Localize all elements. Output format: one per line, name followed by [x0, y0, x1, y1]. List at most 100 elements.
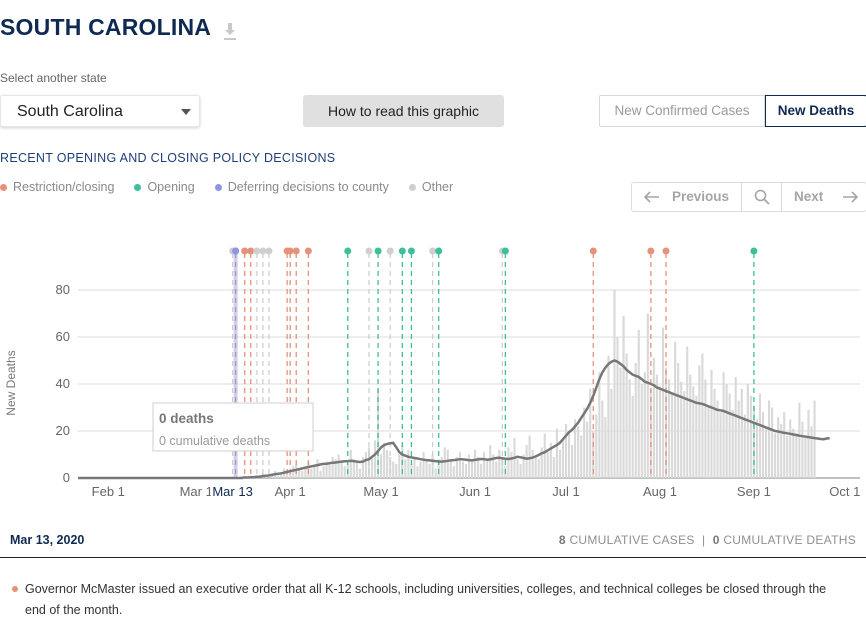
- deaths-bar: [310, 468, 313, 478]
- rolling-average-line: [78, 359, 830, 480]
- event-type-dot: [12, 586, 18, 592]
- deaths-bar: [380, 454, 383, 478]
- deaths-bar: [452, 466, 455, 478]
- deaths-bar: [298, 468, 301, 478]
- deaths-bar: [322, 466, 325, 478]
- deaths-bar: [589, 388, 592, 478]
- policy-dot: [647, 247, 655, 255]
- deaths-bar: [534, 456, 537, 478]
- policy-dot: [662, 247, 670, 255]
- state-select[interactable]: South Carolina: [0, 95, 200, 127]
- deaths-bar: [667, 379, 671, 478]
- cumulative-deaths-label: CUMULATIVE DEATHS: [723, 533, 856, 547]
- previous-button[interactable]: Previous: [632, 183, 742, 211]
- deaths-bar: [749, 395, 752, 478]
- deaths-bar: [464, 463, 468, 478]
- deaths-bar: [643, 372, 646, 478]
- deaths-chart: 0 20 40 60 80 Feb 1 Mar 1 Apr 1 May 1 Jun 1 Jul 1…: [4, 247, 860, 500]
- deaths-bar: [540, 447, 543, 478]
- deaths-bar: [443, 447, 446, 478]
- chart-bars: [243, 290, 816, 478]
- deaths-bar: [498, 449, 501, 478]
- deaths-bar: [674, 341, 677, 478]
- x-tick-label: Aug 1: [643, 484, 677, 499]
- legend-label-opening: Opening: [147, 180, 195, 194]
- policy-markers: [229, 247, 758, 478]
- deaths-bar: [710, 369, 713, 478]
- deaths-bar: [655, 374, 658, 478]
- how-to-read-button[interactable]: How to read this graphic: [303, 95, 504, 127]
- deaths-bar: [352, 459, 355, 478]
- deaths-bar: [725, 384, 728, 478]
- deaths-bar: [722, 372, 725, 478]
- toggle-new-deaths[interactable]: New Deaths: [765, 95, 866, 127]
- deaths-bar: [634, 362, 637, 478]
- deaths-bar: [734, 376, 737, 478]
- deaths-bar: [425, 459, 428, 478]
- policy-dot: [386, 247, 394, 255]
- deaths-bar: [583, 407, 586, 478]
- deaths-bar: [316, 459, 319, 478]
- deaths-bar: [777, 416, 780, 478]
- deaths-bar: [334, 459, 337, 478]
- next-button[interactable]: Next: [782, 183, 866, 211]
- x-tick-label: Oct 1: [829, 484, 860, 499]
- cumulative-deaths-count: 0: [712, 533, 720, 547]
- deaths-bar: [761, 412, 765, 478]
- deaths-bar: [458, 452, 461, 478]
- deaths-bar: [361, 456, 364, 478]
- toggle-new-confirmed-cases[interactable]: New Confirmed Cases: [599, 95, 765, 127]
- deaths-bar: [328, 463, 331, 478]
- deaths-bar: [325, 461, 328, 478]
- deaths-bar: [331, 456, 334, 478]
- deaths-bar: [628, 379, 631, 478]
- cumulative-cases-label: CUMULATIVE CASES: [569, 533, 695, 547]
- deaths-bar: [349, 449, 352, 478]
- deaths-bar: [304, 466, 307, 478]
- deaths-bar: [616, 337, 619, 478]
- state-select-value: South Carolina: [17, 103, 123, 120]
- search-button[interactable]: [742, 183, 782, 211]
- deaths-bar: [686, 346, 689, 478]
- deaths-bar: [740, 388, 743, 478]
- deaths-bar: [692, 386, 695, 478]
- policy-line-deferring: [233, 253, 238, 478]
- deaths-bar: [807, 409, 810, 478]
- deaths-bar: [564, 423, 568, 478]
- deaths-bar: [510, 452, 513, 478]
- policy-dot: [398, 247, 406, 255]
- deaths-bar: [755, 419, 759, 478]
- deaths-bar: [601, 400, 604, 478]
- deaths-bar: [404, 459, 407, 478]
- deaths-bar: [631, 395, 634, 478]
- deaths-bar: [719, 412, 722, 478]
- deaths-bar: [580, 435, 583, 478]
- policy-dot: [241, 247, 249, 255]
- x-tick-label: Sep 1: [737, 484, 771, 499]
- deaths-bar: [737, 400, 740, 478]
- deaths-bar: [707, 407, 710, 478]
- deaths-bar: [677, 362, 680, 478]
- policy-dot: [232, 247, 240, 255]
- selected-date: Mar 13, 2020: [10, 533, 85, 547]
- event-text: Governor McMaster issued an executive or…: [25, 582, 827, 617]
- deaths-bar: [343, 466, 346, 478]
- deaths-bar: [537, 459, 540, 478]
- deaths-bar: [480, 463, 483, 478]
- deaths-bar: [558, 449, 561, 478]
- policy-event: Governor McMaster issued an executive or…: [12, 579, 832, 621]
- deaths-bar: [704, 379, 707, 478]
- deaths-bar: [419, 461, 422, 478]
- deaths-bar: [795, 433, 798, 478]
- deaths-bar: [701, 353, 704, 478]
- deaths-bar: [276, 475, 280, 478]
- legend-label-other: Other: [421, 180, 454, 194]
- download-icon[interactable]: [222, 22, 238, 42]
- deaths-bar: [522, 454, 525, 478]
- deaths-bar: [646, 313, 649, 478]
- tooltip: 0 deaths 0 cumulative deaths: [152, 402, 314, 452]
- deaths-bar: [474, 449, 477, 478]
- deaths-bar: [619, 367, 622, 478]
- policy-dot: [407, 247, 415, 255]
- deaths-bar: [574, 419, 577, 478]
